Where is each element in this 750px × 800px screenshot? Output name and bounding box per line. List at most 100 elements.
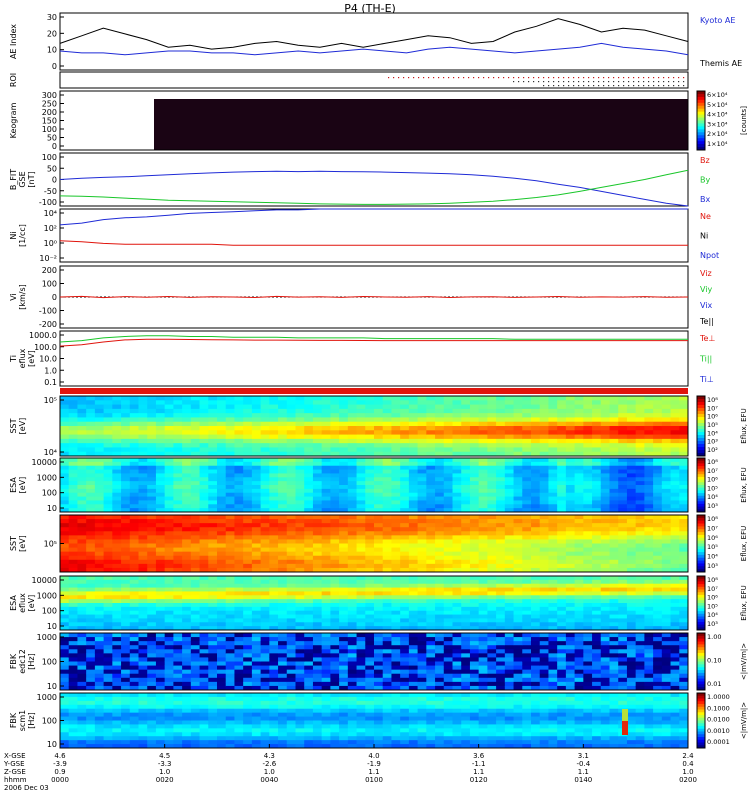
heatmap-cell [251,438,262,444]
heatmap-cell [138,595,148,600]
heatmap-cell [365,400,375,406]
heatmap-cell [112,465,122,471]
heatmap-cell [391,523,401,528]
heatmap-cell [374,417,384,423]
heatmap-cell [435,458,445,463]
heatmap-cell [452,477,462,482]
heatmap-cell [679,496,689,501]
heatmap-cell [312,523,323,528]
heatmap-cell [365,523,375,528]
heatmap-cell [60,551,70,557]
heatmap-cell [670,576,680,581]
heatmap-cell [251,458,262,463]
heatmap-cell [147,458,157,463]
heatmap-cell [225,400,235,406]
heatmap-cell [60,599,70,604]
heatmap-cell [347,438,358,444]
heatmap-cell [269,519,279,524]
heatmap-cell [478,421,488,427]
heatmap-cell [661,465,672,471]
heatmap-cell [312,451,323,457]
heatmap-cell [496,400,506,406]
heatmap-cell [330,515,340,520]
heatmap-cell [260,488,270,494]
heatmap-cell [260,404,270,410]
heatmap-cell [295,583,305,589]
heatmap-cell [312,408,323,414]
heatmap-cell [365,515,375,520]
heatmap-cell [199,579,209,585]
heatmap-cell [583,618,593,623]
heatmap-cell [339,626,349,631]
heatmap-cell [295,641,305,646]
heatmap-cell [391,447,401,453]
heatmap-cell [609,614,619,619]
heatmap-cell [217,451,227,457]
heatmap-cell [618,430,628,436]
heatmap-cell [400,599,410,604]
heatmap-cell [295,595,305,600]
heatmap-cell [417,531,427,536]
heatmap-cell [583,614,593,619]
heatmap-cell [400,404,410,410]
y-tick-label: 10⁴ [44,448,57,457]
heatmap-cell [155,673,166,679]
panel-ti: 1000.0100.010.01.00.1Ti eflux [eV]Te⊥Ti||T… [9,330,715,387]
heatmap-cell [147,508,157,513]
heatmap-cell [295,665,305,671]
heatmap-cell [103,447,113,453]
colorbar-title: Eflux, EFU [740,408,748,443]
heatmap-cell [278,673,288,679]
heatmap-cell [557,417,567,423]
heatmap-cell [609,515,619,520]
heatmap-cell [339,451,349,457]
heatmap-cell [225,404,235,410]
heatmap-cell [86,408,96,414]
heatmap-cell [173,626,183,631]
heatmap-cell [234,461,244,467]
heatmap-cell [138,673,148,679]
heatmap-cell [478,430,488,436]
legend-label: Bx [700,195,710,204]
heatmap-cell [417,500,427,505]
heatmap-cell [522,488,532,494]
heatmap-cell [347,421,358,427]
heatmap-cell [155,496,166,501]
heatmap-cell [278,579,288,585]
y-tick-label: 1000 [37,473,57,482]
heatmap-cell [147,563,157,569]
heatmap-cell [347,618,358,623]
heatmap-cell [278,426,288,431]
heatmap-cell [147,473,157,478]
heatmap-cell [60,614,70,619]
heatmap-cell [321,451,331,457]
heatmap-cell [513,622,523,627]
heatmap-cell [295,492,305,498]
heatmap-cell [112,531,122,536]
heatmap-cell [435,434,445,440]
heatmap-cell [609,434,619,440]
colorbar-tick-label: 10⁴ [707,493,718,501]
heatmap-cell [60,567,70,573]
heatmap-cell [452,469,462,474]
colorbar-segment [697,487,705,491]
heatmap-cell [496,508,506,513]
heatmap-cell [374,603,384,608]
heatmap-cell [408,434,419,440]
heatmap-cell [103,488,113,494]
heatmap-cell [234,400,244,406]
heatmap-cell [548,421,558,427]
heatmap-cell [94,400,105,406]
heatmap-cell [531,563,541,569]
heatmap-cell [286,539,296,544]
roi-dot [388,77,390,79]
heatmap-cell [138,551,148,557]
heatmap-cell [635,551,645,557]
heatmap-cell [339,576,349,581]
heatmap-cell [496,547,506,553]
y-tick-label: 10000 [32,576,57,585]
heatmap-cell [400,606,410,612]
heatmap-cell [452,626,462,631]
heatmap-cell [374,633,384,638]
heatmap-cell [374,669,384,675]
